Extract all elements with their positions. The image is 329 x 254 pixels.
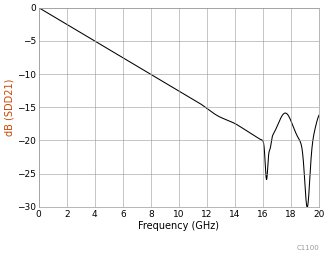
Text: C1100: C1100 [296, 245, 319, 251]
Y-axis label: dB (SDD21): dB (SDD21) [4, 78, 14, 136]
X-axis label: Frequency (GHz): Frequency (GHz) [139, 221, 219, 231]
